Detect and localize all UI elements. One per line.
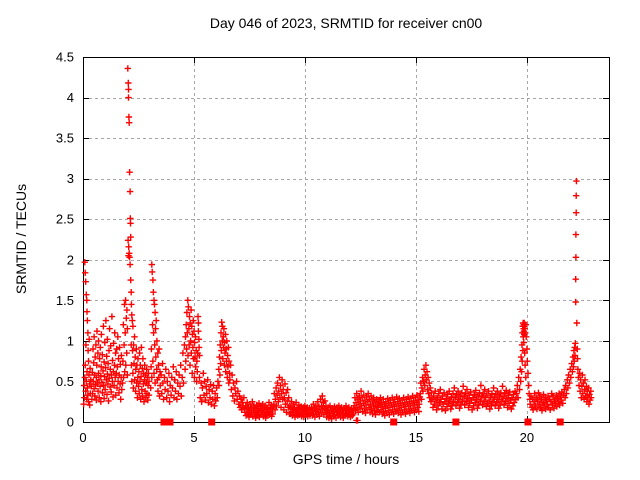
x-tick-label: 5 — [190, 430, 197, 445]
y-tick-label: 0.5 — [56, 374, 74, 389]
y-tick-label: 4.5 — [56, 50, 74, 65]
data-gap-markers-marker — [160, 418, 168, 426]
data-gap-markers-marker — [390, 418, 398, 426]
x-tick-label: 15 — [409, 430, 423, 445]
series-srmtid — [80, 65, 595, 424]
y-tick-label: 2.5 — [56, 212, 74, 227]
chart-title: Day 046 of 2023, SRMTID for receiver cn0… — [209, 15, 483, 31]
y-tick-label: 3.5 — [56, 131, 74, 146]
data-gap-markers-marker — [556, 418, 564, 426]
y-tick-label: 1 — [67, 333, 74, 348]
data-gap-markers-marker — [524, 418, 532, 426]
data-gap-markers-marker — [208, 418, 216, 426]
y-tick-label: 2 — [67, 252, 74, 267]
tick-marks — [83, 57, 609, 423]
x-axis-label: GPS time / hours — [292, 451, 400, 467]
y-tick-label: 1.5 — [56, 293, 74, 308]
plot-border — [83, 57, 610, 423]
x-tick-label: 0 — [79, 430, 86, 445]
x-tick-label: 20 — [520, 430, 534, 445]
gridlines — [83, 57, 609, 422]
y-tick-label: 0 — [67, 415, 74, 430]
data-gap-markers-marker — [452, 418, 460, 426]
y-tick-label: 3 — [67, 171, 74, 186]
x-tick-label: 10 — [298, 430, 312, 445]
y-tick-label: 4 — [67, 90, 74, 105]
data-gap-markers-marker — [166, 418, 174, 426]
